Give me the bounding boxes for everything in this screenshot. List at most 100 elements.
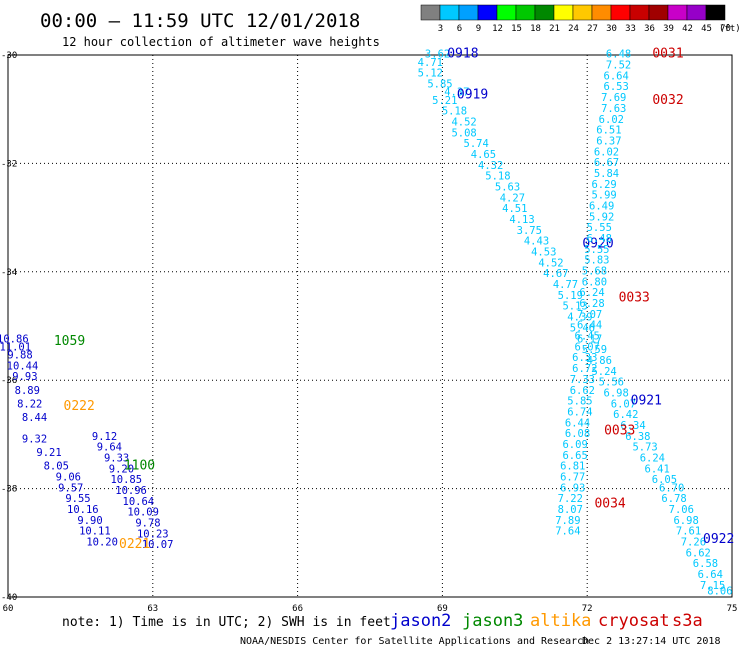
data-point-label: 4.65 — [471, 149, 496, 161]
data-point-label: 7.06 — [669, 504, 694, 516]
chart-subtitle: 12 hour collection of altimeter wave hei… — [62, 35, 380, 49]
footer-note: note: 1) Time is in UTC; 2) SWH is in fe… — [62, 615, 391, 630]
colorbar-label: 36 — [644, 24, 655, 34]
colorbar-swatch — [610, 4, 631, 21]
y-tick-label: -36 — [1, 376, 17, 386]
data-point-label: 7.89 — [555, 515, 580, 527]
data-point-label: 5.56 — [599, 377, 624, 389]
colorbar-swatch — [496, 4, 517, 21]
data-point-label: 5.08 — [451, 127, 476, 139]
data-point-label: 6.42 — [613, 409, 638, 421]
data-point-label: 6.49 — [589, 200, 614, 212]
data-point-label: 9.06 — [56, 471, 81, 483]
data-point-label: 6.41 — [645, 463, 670, 475]
data-point-label: 6.93 — [560, 482, 585, 494]
data-point-label: 5.85 — [567, 396, 592, 408]
data-point-label: 7.69 — [601, 92, 626, 104]
data-point-label: 5.13 — [562, 301, 587, 313]
colorbar-swatch — [591, 4, 612, 21]
data-point-label: 6.98 — [673, 515, 698, 527]
data-point-label: 6.02 — [599, 114, 624, 126]
data-point-label: 6.08 — [565, 428, 590, 440]
x-tick-label: 72 — [582, 604, 593, 614]
data-point-label: 5.18 — [485, 171, 510, 183]
data-point-label: 5.46 — [570, 322, 595, 334]
data-point-label: 6.77 — [560, 471, 585, 483]
data-point-label: 6.07 — [611, 398, 636, 410]
data-point-label: 9.12 — [92, 431, 117, 443]
data-point-label: 6.74 — [567, 406, 592, 418]
data-point-label: 3.75 — [517, 225, 542, 237]
data-point-label: 6.67 — [594, 157, 619, 169]
pass-time-label: 0919 — [457, 87, 488, 102]
colorbar-label: 27 — [587, 24, 598, 34]
data-point-label: 5.55 — [587, 222, 612, 234]
colorbar-label: 70 — [720, 24, 731, 34]
data-point-label: 7.33 — [570, 374, 595, 386]
data-point-label: 10.07 — [142, 539, 174, 551]
colorbar-swatch — [686, 4, 707, 21]
data-point-label: 6.53 — [604, 81, 629, 93]
data-point-label: 7.26 — [681, 537, 706, 549]
data-point-label: 6.17 — [577, 333, 602, 345]
data-point-label: 6.58 — [693, 558, 718, 570]
y-tick-label: -32 — [1, 159, 17, 169]
data-point-label: 9.32 — [22, 434, 47, 446]
data-point-label: 9.55 — [65, 493, 90, 505]
legend-jason3: jason3 — [462, 611, 523, 631]
colorbar-label: 12 — [492, 24, 503, 34]
colorbar-label: 24 — [568, 24, 579, 34]
data-point-label: 6.44 — [577, 320, 602, 332]
pass-time-label: 0920 — [582, 236, 613, 251]
colorbar-swatch — [420, 4, 441, 21]
colorbar-label: 42 — [682, 24, 693, 34]
data-point-label: 6.81 — [560, 461, 585, 473]
data-point-label: 8.06 — [707, 585, 732, 597]
data-point-label: 6.28 — [579, 298, 604, 310]
colorbar-unit: (ft) — [719, 24, 740, 34]
pass-time-label: 1100 — [124, 459, 155, 474]
data-point-label: 6.45 — [575, 331, 600, 343]
data-point-label: 6.24 — [640, 453, 665, 465]
data-point-label: 4.52 — [451, 116, 476, 128]
data-point-label: 4.51 — [502, 203, 527, 215]
data-point-label: 9.93 — [12, 371, 37, 383]
colorbar-swatch — [458, 4, 479, 21]
x-tick-label: 75 — [727, 604, 738, 614]
data-point-label: 7.52 — [606, 60, 631, 72]
legend: jason2 jason3 altika cryosat s3a — [390, 611, 703, 631]
y-tick-label: -40 — [1, 593, 17, 603]
colorbar-swatch — [439, 4, 460, 21]
colorbar-label: 15 — [511, 24, 522, 34]
data-point-label: 7.61 — [676, 526, 701, 538]
data-point-label: 9.88 — [7, 350, 32, 362]
data-point-label: 4.27 — [500, 192, 525, 204]
data-point-label: 8.05 — [44, 461, 69, 473]
data-point-label: 5.83 — [584, 255, 609, 267]
data-point-label: 4.43 — [524, 236, 549, 248]
legend-jason2: jason2 — [390, 611, 451, 631]
legend-cryosat: cryosat — [598, 611, 670, 631]
pass-time-label: 0032 — [652, 93, 683, 108]
colorbar-label: 6 — [457, 24, 462, 34]
data-point-label: 6.80 — [582, 276, 607, 288]
data-point-label: 6.44 — [565, 417, 590, 429]
colorbar-swatch — [534, 4, 555, 21]
data-point-label: 6.02 — [594, 146, 619, 158]
colorbar-swatch — [515, 4, 536, 21]
colorbar-swatch — [553, 4, 574, 21]
data-point-label: 4.52 — [538, 257, 563, 269]
colorbar-label: 21 — [549, 24, 560, 34]
colorbar-label: 9 — [476, 24, 481, 34]
data-point-label: 10.85 — [110, 474, 142, 486]
y-tick-label: -30 — [1, 51, 17, 61]
data-point-label: 5.92 — [589, 211, 614, 223]
colorbar-label: 30 — [606, 24, 617, 34]
data-point-label: 5.74 — [464, 138, 489, 150]
colorbar-swatch — [648, 4, 669, 21]
legend-s3a: s3a — [672, 611, 703, 631]
data-point-label: 6.37 — [596, 135, 621, 147]
data-point-label: 6.07 — [575, 341, 600, 353]
pass-time-label: 0921 — [631, 394, 662, 409]
